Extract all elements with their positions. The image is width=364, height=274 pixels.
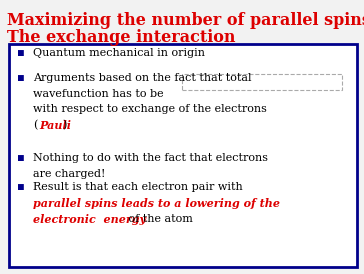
Text: with respect to exchange of the electrons: with respect to exchange of the electron… — [33, 104, 267, 114]
Text: parallel spins leads to a lowering of the: parallel spins leads to a lowering of th… — [33, 198, 280, 209]
Text: Maximizing the number of parallel spins -: Maximizing the number of parallel spins … — [7, 12, 364, 29]
Text: ■: ■ — [18, 153, 24, 163]
Text: wavefunction has to be: wavefunction has to be — [33, 89, 163, 98]
Text: The exchange interaction: The exchange interaction — [7, 29, 236, 46]
Text: are charged!: are charged! — [33, 169, 105, 179]
Text: electronic  energy: electronic energy — [33, 214, 146, 225]
Text: Quantum mechanical in origin: Quantum mechanical in origin — [33, 48, 205, 58]
Text: Pauli: Pauli — [39, 120, 71, 131]
Text: ): ) — [63, 120, 67, 131]
Text: ■: ■ — [18, 182, 24, 192]
Text: of the atom: of the atom — [125, 214, 193, 224]
Text: Result is that each electron pair with: Result is that each electron pair with — [33, 182, 242, 192]
FancyBboxPatch shape — [182, 74, 342, 90]
Text: Nothing to do with the fact that electrons: Nothing to do with the fact that electro… — [33, 153, 268, 163]
Text: ■: ■ — [18, 48, 24, 58]
FancyBboxPatch shape — [9, 44, 357, 267]
Text: Arguments based on the fact that total: Arguments based on the fact that total — [33, 73, 251, 82]
Text: ■: ■ — [18, 73, 24, 82]
Text: (: ( — [33, 120, 37, 131]
